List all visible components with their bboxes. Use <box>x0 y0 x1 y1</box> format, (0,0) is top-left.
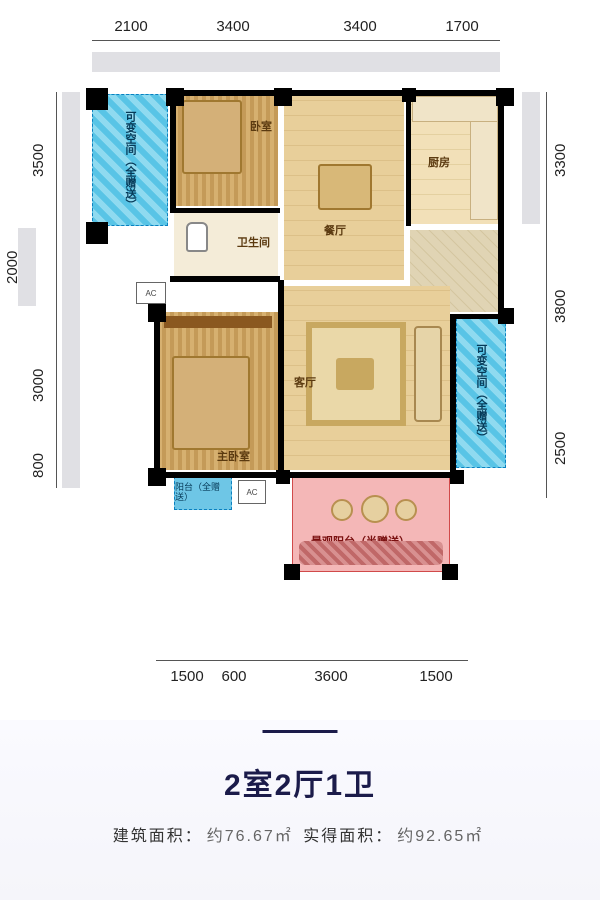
dim-seg-left2 <box>18 228 36 306</box>
divider-icon <box>263 730 338 733</box>
label-bathroom: 卫生间 <box>237 234 270 250</box>
dim-seg-top <box>92 52 500 72</box>
wall <box>170 90 176 212</box>
usable-area-value: 约92.65㎡ <box>397 828 483 845</box>
label-bedroom2: 卧室 <box>250 118 272 134</box>
label-bonus-left: 可变空间（全赠送） <box>122 111 138 210</box>
ac-unit-2: AC <box>238 480 266 504</box>
dim-top-3: 1700 <box>432 18 492 35</box>
usable-area-label: 实得面积： <box>303 828 393 845</box>
column <box>86 88 108 110</box>
ac-unit-1: AC <box>136 282 166 304</box>
room-bonus-left: 可变空间（全赠送） <box>92 94 168 226</box>
info-subtitle: 建筑面积：约76.67㎡ 实得面积：约92.65㎡ <box>0 822 600 846</box>
dim-right-1: 3800 <box>552 236 569 376</box>
label-master: 主卧室 <box>217 448 250 464</box>
dim-top-1: 3400 <box>178 18 288 35</box>
room-master: 主卧室 <box>158 312 278 470</box>
dim-bottom-0: 1500 <box>158 668 216 685</box>
dim-left-2: 3000 <box>30 330 47 440</box>
room-balcony-blue: 阳台（全赠送） <box>174 476 232 510</box>
dim-right-0: 3300 <box>552 100 569 220</box>
wall <box>284 472 454 478</box>
built-area-value: 约76.67㎡ <box>207 828 293 845</box>
room-balcony-pink: 景观阳台（半赠送） <box>292 476 450 572</box>
dim-line-left <box>56 92 57 488</box>
wall <box>154 472 284 478</box>
room-bathroom: 卫生间 <box>174 212 278 278</box>
dim-line-top <box>92 40 500 41</box>
wall <box>170 90 504 96</box>
dim-line-right <box>546 92 547 498</box>
dim-top-0: 2100 <box>96 18 166 35</box>
wall <box>498 90 504 314</box>
room-living: 客厅 <box>284 286 450 470</box>
wall <box>170 276 280 282</box>
label-ac1: AC <box>145 289 156 298</box>
floor-plan: 可变空间（全赠送） 卧室 卫生间 餐厅 厨房 客厅 主卧室 AC <box>80 80 540 650</box>
wall <box>170 208 280 213</box>
dim-bottom-2: 3600 <box>262 668 400 685</box>
dim-top-2: 3400 <box>300 18 420 35</box>
wall <box>406 92 411 226</box>
column <box>442 564 458 580</box>
column <box>86 222 108 244</box>
room-bonus-right: 可变空间（全赠送） <box>456 318 506 468</box>
label-kitchen: 厨房 <box>428 154 450 170</box>
label-bonus-right: 可变空间（全赠送） <box>473 344 489 443</box>
dim-left-0: 3500 <box>30 100 47 220</box>
room-kitchen: 厨房 <box>410 94 502 224</box>
wall <box>154 306 160 476</box>
wall <box>450 314 456 474</box>
wall <box>278 280 284 476</box>
dim-bottom-1: 600 <box>216 668 252 685</box>
room-bedroom2: 卧室 <box>174 94 278 206</box>
dim-bottom-3: 1500 <box>406 668 466 685</box>
label-balcony-blue: 阳台（全赠送） <box>175 483 231 503</box>
column <box>284 564 300 580</box>
dim-seg-left <box>62 92 80 488</box>
label-dining: 餐厅 <box>324 222 346 238</box>
label-living: 客厅 <box>294 374 316 390</box>
wall <box>450 314 504 319</box>
room-dining: 餐厅 <box>284 94 404 280</box>
info-title: 2室2厅1卫 <box>0 760 600 804</box>
dim-line-bottom <box>156 660 468 661</box>
dim-right-2: 2500 <box>552 400 569 496</box>
info-panel: 2室2厅1卫 建筑面积：约76.67㎡ 实得面积：约92.65㎡ <box>0 720 600 900</box>
dim-left-3: 800 <box>30 448 47 482</box>
label-ac2: AC <box>246 488 257 497</box>
built-area-label: 建筑面积： <box>113 828 203 845</box>
